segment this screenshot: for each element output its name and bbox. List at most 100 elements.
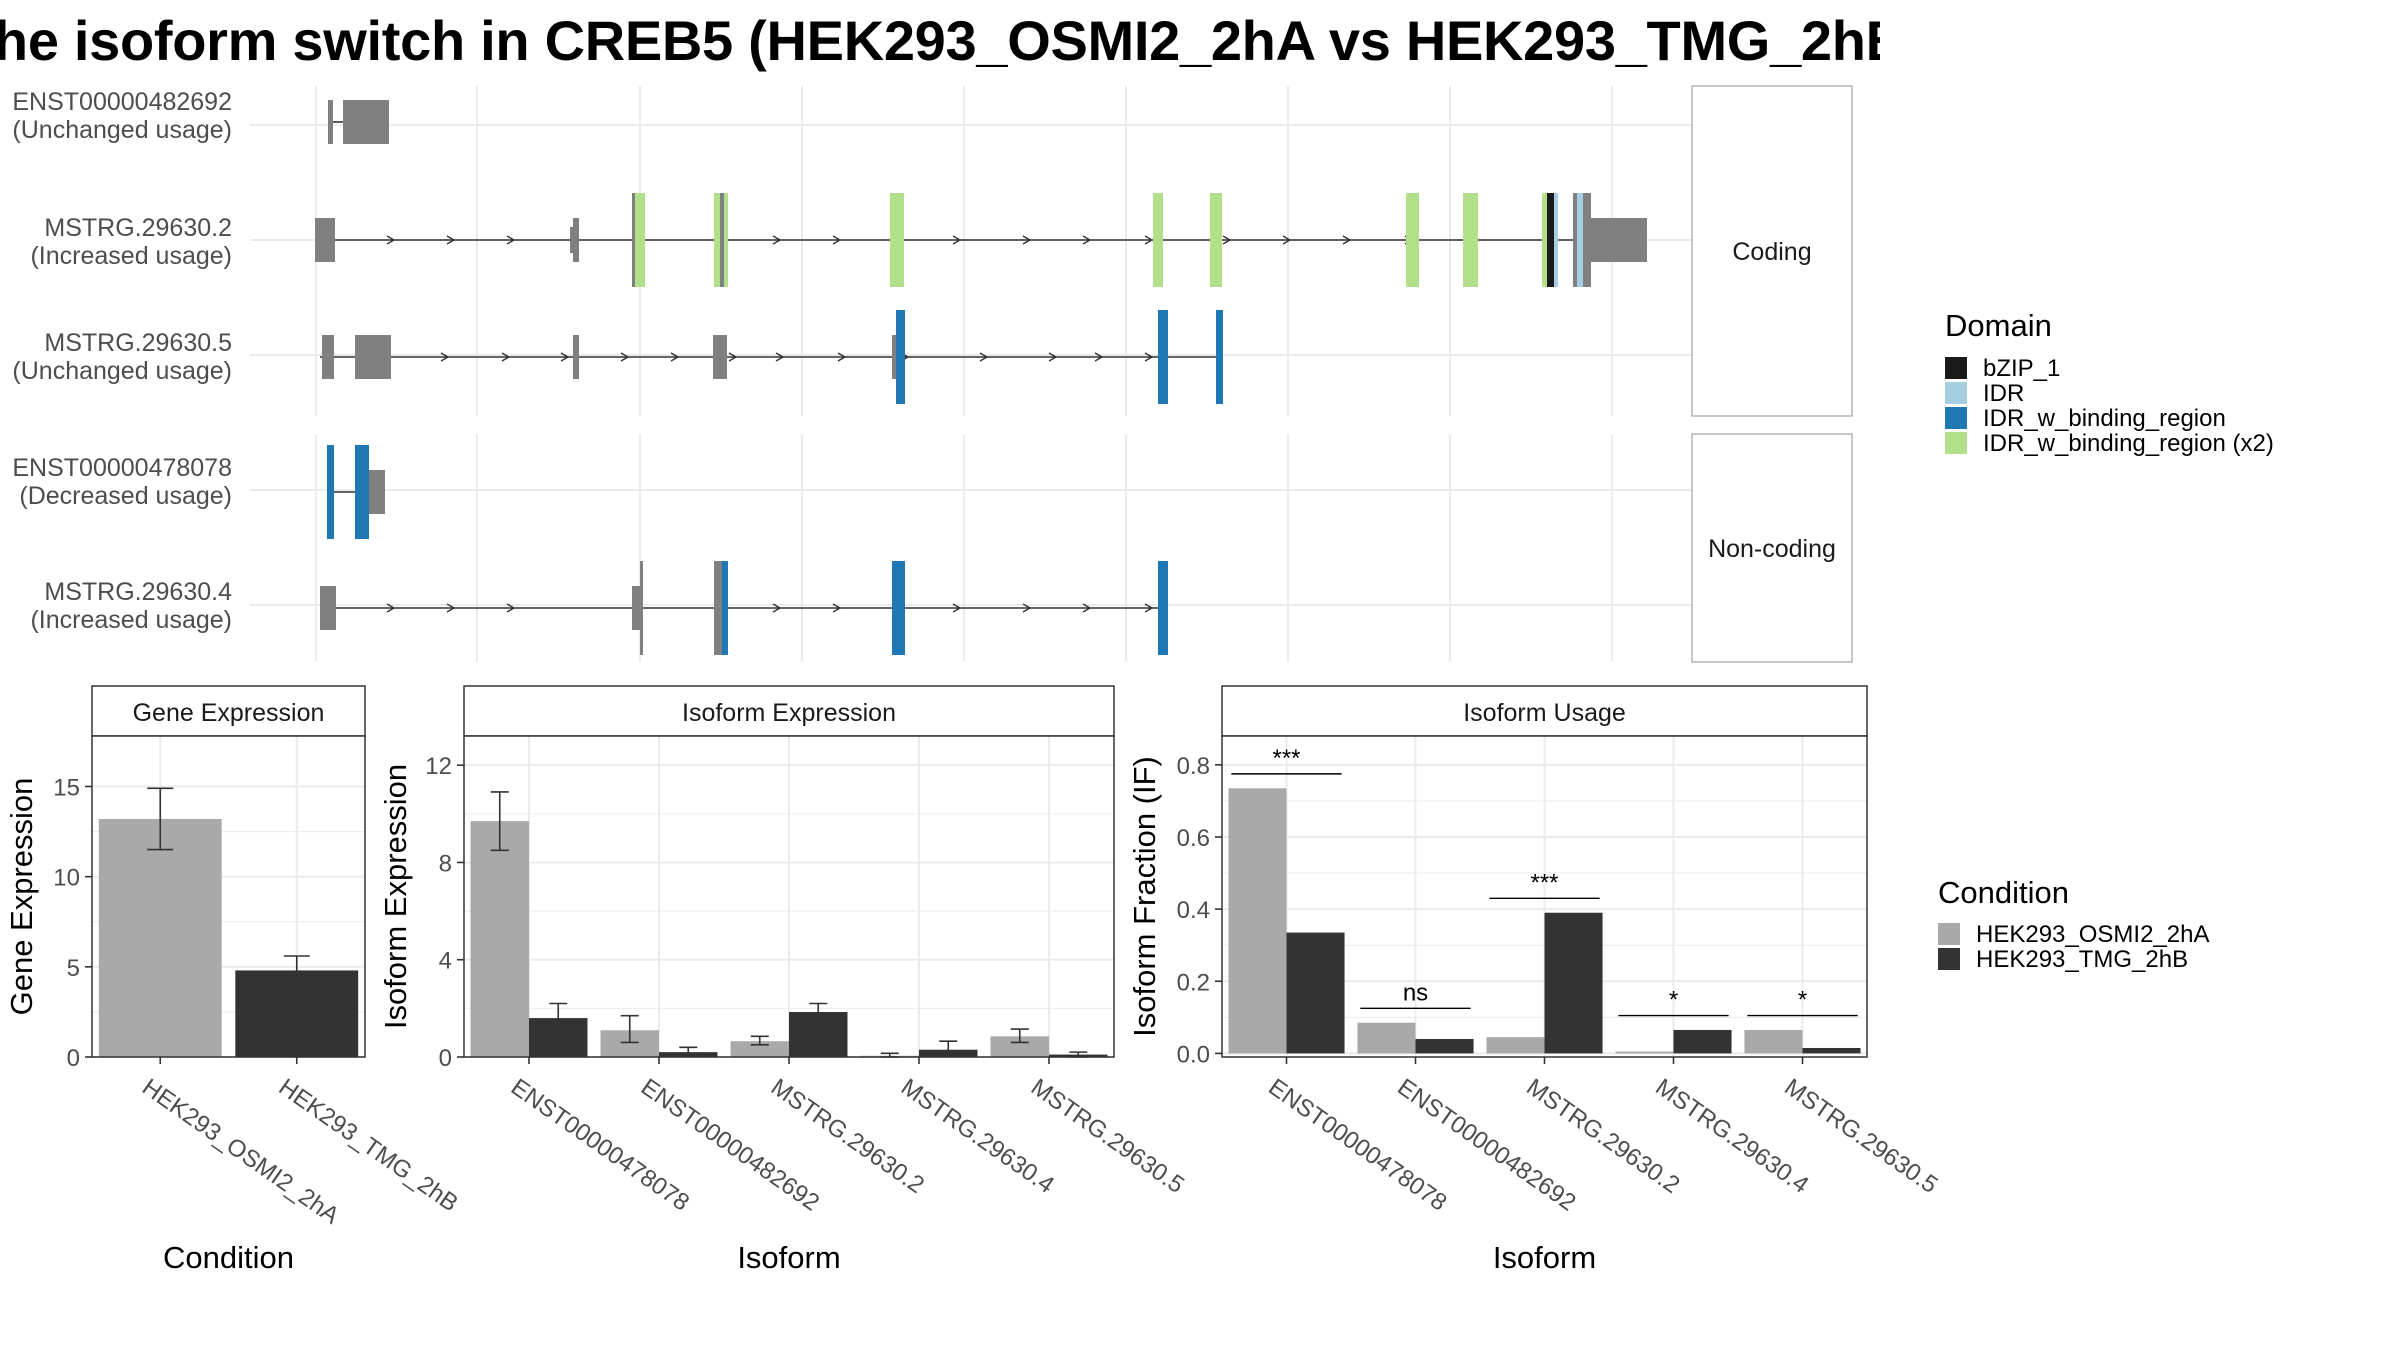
strand-arrow bbox=[440, 352, 450, 362]
exon bbox=[722, 561, 728, 655]
exon bbox=[890, 193, 904, 287]
bar bbox=[1228, 788, 1287, 1054]
exon bbox=[1554, 193, 1558, 287]
exon bbox=[315, 218, 335, 262]
strand-arrow bbox=[506, 235, 516, 245]
legend-title: Domain bbox=[1945, 308, 2052, 343]
exon bbox=[322, 335, 334, 379]
exon bbox=[892, 561, 905, 655]
track-name-label: ENST00000478078 bbox=[12, 454, 232, 482]
significance-label: *** bbox=[1530, 869, 1558, 896]
bar bbox=[990, 1036, 1049, 1057]
exon bbox=[1406, 193, 1419, 287]
exon bbox=[343, 100, 389, 144]
exon bbox=[355, 445, 369, 539]
bar bbox=[1357, 1022, 1416, 1054]
chart-strip bbox=[91, 685, 366, 737]
exon bbox=[1577, 193, 1583, 287]
y-tick-label: 0 bbox=[439, 1045, 452, 1072]
y-tick-label: 0 bbox=[67, 1045, 80, 1072]
y-tick-label: 0.6 bbox=[1177, 825, 1210, 852]
strand-arrow bbox=[1094, 352, 1104, 362]
exon bbox=[573, 335, 579, 379]
exon bbox=[1216, 310, 1223, 404]
domain-legend: Domain bZIP_1IDRIDR_w_binding_regionIDR_w… bbox=[1945, 308, 2274, 457]
y-tick-label: 15 bbox=[53, 774, 80, 801]
strand-arrow bbox=[775, 352, 785, 362]
exon bbox=[632, 586, 640, 630]
track-name-label: MSTRG.29630.5 bbox=[44, 329, 232, 357]
exon bbox=[1542, 193, 1547, 287]
legend-label: HEK293_TMG_2hB bbox=[1976, 946, 2188, 973]
panel-background bbox=[250, 86, 1692, 416]
significance-label: *** bbox=[1272, 745, 1300, 772]
legend-key bbox=[1938, 948, 1960, 970]
bar bbox=[1673, 1029, 1732, 1054]
strand-arrow bbox=[620, 352, 630, 362]
strand-arrow bbox=[1222, 235, 1232, 245]
strand-arrow bbox=[1144, 352, 1154, 362]
chart-strip bbox=[1221, 685, 1868, 737]
strand-arrow bbox=[501, 352, 511, 362]
strand-arrow bbox=[386, 603, 396, 613]
strand-arrow bbox=[1082, 603, 1092, 613]
strand-arrow bbox=[506, 603, 516, 613]
exon bbox=[714, 561, 722, 655]
track-MSTRG.29630.5: MSTRG.29630.5(Unchanged usage) bbox=[12, 310, 1223, 404]
bar bbox=[1286, 932, 1345, 1054]
bar bbox=[1544, 912, 1603, 1054]
legend-key bbox=[1945, 432, 1967, 454]
y-tick-label: 10 bbox=[53, 865, 80, 892]
strand-arrow bbox=[670, 352, 680, 362]
exon bbox=[570, 227, 573, 253]
track-usage-label: (Increased usage) bbox=[30, 606, 232, 634]
exon bbox=[328, 100, 333, 144]
strand-arrow bbox=[1282, 235, 1292, 245]
legend-label: IDR_w_binding_region (x2) bbox=[1983, 430, 2274, 457]
chart-panel-1: Isoform Expression04812ENST00000478078EN… bbox=[378, 685, 1189, 1275]
chart-title: Isoform Expression bbox=[682, 699, 896, 727]
legend-title: Condition bbox=[1938, 875, 2069, 910]
strand-arrow bbox=[1144, 603, 1154, 613]
track-usage-label: (Decreased usage) bbox=[19, 482, 232, 510]
bar bbox=[730, 1041, 789, 1057]
strand-arrow bbox=[386, 235, 396, 245]
strand-arrow bbox=[1048, 352, 1058, 362]
track-name-label: ENST00000482692 bbox=[12, 88, 232, 116]
significance-label: * bbox=[1669, 987, 1678, 1014]
strand-arrow bbox=[837, 352, 847, 362]
track-usage-label: (Unchanged usage) bbox=[12, 357, 232, 385]
track-usage-label: (Increased usage) bbox=[30, 242, 232, 270]
strand-arrow bbox=[1022, 603, 1032, 613]
panel-background bbox=[250, 434, 1692, 662]
chart-border bbox=[91, 735, 366, 1058]
strand-arrow bbox=[1342, 235, 1352, 245]
exon bbox=[640, 561, 643, 655]
strand-arrow bbox=[446, 603, 456, 613]
exon bbox=[573, 218, 579, 262]
y-tick-label: 0.2 bbox=[1177, 969, 1210, 996]
y-tick-label: 12 bbox=[425, 753, 452, 780]
x-axis-title: Isoform bbox=[737, 1240, 840, 1275]
exon bbox=[713, 335, 727, 379]
y-tick-label: 0.4 bbox=[1177, 897, 1210, 924]
strand-arrow bbox=[1144, 235, 1154, 245]
bar bbox=[1802, 1047, 1861, 1054]
exon bbox=[1583, 193, 1591, 287]
significance-label: ns bbox=[1403, 979, 1428, 1006]
legend-key bbox=[1938, 923, 1960, 945]
chart-strip bbox=[463, 685, 1115, 737]
legend-label: HEK293_OSMI2_2hA bbox=[1976, 921, 2209, 948]
exon bbox=[632, 193, 635, 287]
strand-arrow bbox=[772, 235, 782, 245]
y-tick-label: 0.8 bbox=[1177, 753, 1210, 780]
y-tick-label: 8 bbox=[439, 850, 452, 877]
exon bbox=[1573, 193, 1577, 287]
exon bbox=[1463, 193, 1478, 287]
exon bbox=[1158, 561, 1168, 655]
strand-arrow bbox=[952, 235, 962, 245]
